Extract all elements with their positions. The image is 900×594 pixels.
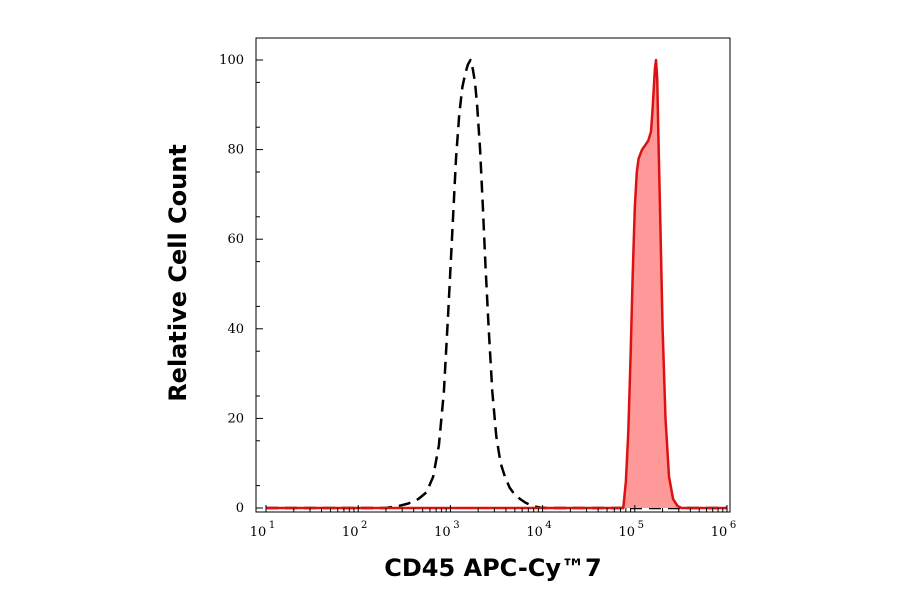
y-axis: 0 20 40 60 80 100 [219, 53, 263, 516]
x-tick-label-1: 10 [250, 525, 267, 540]
x-tick-exponent-2: 2 [361, 520, 367, 531]
x-tick-exponent-3: 3 [453, 520, 459, 531]
x-tick-label-2: 10 [342, 525, 359, 540]
y-tick-label-20: 20 [227, 411, 244, 426]
x-axis-title: CD45 APC-Cy™7 [384, 554, 602, 582]
y-tick-label-0: 0 [236, 501, 244, 516]
series-1-line [266, 58, 727, 510]
series-1-fill [266, 60, 727, 508]
x-tick-label-3: 10 [434, 525, 451, 540]
x-tick-exponent-6: 6 [730, 520, 736, 531]
x-tick-exponent-1: 1 [269, 520, 275, 531]
x-tick-exponent-4: 4 [545, 520, 551, 531]
x-tick-label-5: 10 [619, 525, 636, 540]
y-tick-label-40: 40 [227, 322, 244, 337]
x-tick-label-4: 10 [526, 525, 543, 540]
x-tick-label-6: 10 [711, 525, 728, 540]
y-tick-label-80: 80 [227, 143, 244, 158]
x-tick-exponent-5: 5 [638, 520, 644, 531]
y-axis-title: Relative Cell Count [164, 144, 192, 402]
y-tick-label-100: 100 [219, 53, 244, 68]
y-tick-label-60: 60 [227, 232, 244, 247]
series-0-line [266, 58, 727, 510]
x-axis: 10 1 10 2 10 3 10 4 10 5 10 6 [250, 505, 736, 540]
series-layer [266, 58, 727, 510]
